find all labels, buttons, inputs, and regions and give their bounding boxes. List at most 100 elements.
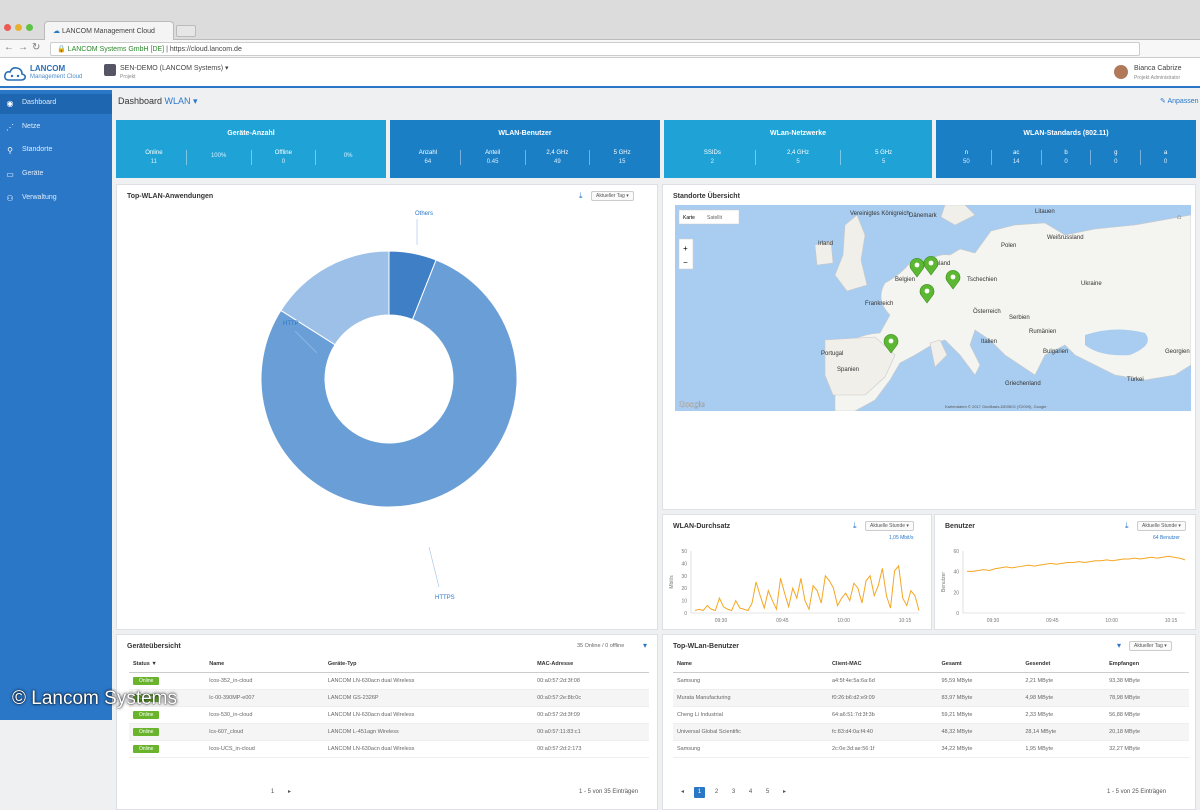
users-chart: 0 20 40 60 09:30 09:45 10:00 10:15 Benutzer [941,549,1186,624]
y-tick-label: 40 [681,561,687,567]
y-tick-label: 20 [953,590,959,596]
dashboard-selector[interactable]: WLAN ▾ [164,96,198,106]
column-header[interactable]: Status ▼ [129,657,206,673]
back-arrow-icon[interactable]: ← [4,42,14,53]
x-tick-label: 10:00 [1105,618,1118,624]
pencil-icon: ✎ [1160,98,1168,105]
filter-icon[interactable]: ▾ [643,641,648,650]
kpi-cell: n 50 [942,150,992,165]
reload-icon[interactable]: ↻ [32,42,41,53]
cloud-icon: ☁ [53,28,62,35]
table-row[interactable]: Samsung a4:5f:4e:5a:6a:6d 95,59 MByte 2,21 … [673,672,1189,690]
location-marker-aachen[interactable] [945,270,961,290]
sidebar-item-verwaltung[interactable]: ⚇ Verwaltung [0,189,112,209]
map-type-karte[interactable]: Karte [683,215,695,221]
table-row[interactable]: Online lcos-UCS_in-cloud LANCOM LN-630acn … [129,740,649,758]
column-header[interactable]: Geräte-Typ [323,657,534,673]
page-3-button[interactable]: 3 [731,789,736,795]
zoom-out-button[interactable]: − [683,258,688,267]
new-tab-button[interactable] [176,25,196,37]
page-1-button[interactable]: 1 [270,789,275,795]
cell-recv: 56,88 MByte [1105,706,1189,724]
lancom-logo[interactable]: LANCOM Management Cloud [4,64,94,86]
next-page-icon[interactable]: ▸ [782,789,786,795]
donut-slice-https[interactable] [260,259,518,508]
table-row[interactable]: Online lcs-607_cloud LANCOM L-451agn Wirel… [129,723,649,741]
donut-slice-http[interactable] [280,250,390,346]
sidebar-item-dashboard[interactable]: ◉ Dashboard [0,94,112,114]
cell-type: LANCOM GS-2326P [323,689,534,707]
series-line [967,555,1186,572]
prev-page-icon[interactable]: ◂ [680,789,684,795]
page-2-button[interactable]: 2 [714,789,719,795]
kpi-value: 0 [1064,159,1068,165]
column-header[interactable]: Gesendet [1021,657,1106,673]
period-select[interactable]: Aktueller Tag ▾ [591,191,634,201]
column-header[interactable]: Client-MAC [827,657,938,673]
y-tick-label: 10 [681,599,687,605]
zoom-in-button[interactable]: + [683,244,688,253]
panel-title: Geräteübersicht [127,643,181,650]
sidebar-item-label: Verwaltung [22,194,57,201]
map-place-label: Vereinigtes Königreich [850,211,910,217]
location-marker-madrid[interactable] [883,334,899,354]
minimize-window-icon[interactable] [15,24,22,31]
devices-panel: Geräteübersicht 35 Online / 0 offline ▾ … [116,634,658,810]
period-select[interactable]: Aktuelle Stunde ▾ [865,521,914,531]
kpi-label: 2,4 GHz [787,150,810,156]
next-page-icon[interactable]: ▸ [287,789,291,795]
kpi-tile: WLan-Netzwerke SSIDs 2 2,4 GHz 5 5 GHz 5 [664,120,932,178]
kpi-cell: 100% [187,150,252,165]
filter-icon[interactable]: ▾ [1117,641,1122,650]
column-header[interactable]: MAC-Adresse [533,657,649,673]
page-1-button[interactable]: 1 [694,787,705,798]
sidebar-item-geraete[interactable]: ▭ Geräte [0,165,112,185]
table-row[interactable]: Samsung 2c:0e:3d:ae:56:1f 34,22 MByte 1,95 … [673,740,1189,758]
kpi-values: SSIDs 2 2,4 GHz 5 5 GHz 5 [670,150,926,165]
location-marker-köln[interactable] [909,258,925,278]
download-icon[interactable]: ⤓ [853,521,857,530]
page-5-button[interactable]: 5 [765,789,770,795]
period-select[interactable]: Aktuelle Stunde ▾ [1137,521,1186,531]
forward-arrow-icon[interactable]: → [18,42,28,53]
table-row[interactable]: Online lcos-352_in-cloud LANCOM LN-630acn … [129,672,649,690]
address-bar[interactable]: 🔒 LANCOM Systems GmbH [DE] | https://clo… [50,42,1140,56]
sidebar-item-standorte[interactable]: ⚲ Standorte [0,141,112,161]
kpi-value: 5 [882,159,886,165]
column-header[interactable]: Gesamt [937,657,1022,673]
donut-label: Others [415,211,433,217]
home-icon[interactable]: ⌂ [1177,214,1181,221]
table-row[interactable]: Online lcos-530_in-cloud LANCOM LN-630acn … [129,706,649,724]
location-marker-nürnberg[interactable] [923,256,939,276]
close-window-icon[interactable] [4,24,11,31]
table-row[interactable]: Universal Global Scientific fc:83:d4:0a:f… [673,723,1189,741]
location-marker-genf[interactable] [919,284,935,304]
period-select[interactable]: Aktueller Tag ▾ [1129,641,1172,651]
maximize-window-icon[interactable] [26,24,33,31]
download-icon[interactable]: ⤓ [1125,521,1129,530]
column-header[interactable]: Name [205,657,324,673]
map-place-label: Dänemark [909,213,938,219]
map-place-label: Frankreich [865,301,893,307]
current-throughput: 1,05 Mbit/s [889,535,914,541]
download-icon[interactable]: ⤓ [579,191,583,200]
column-header[interactable]: Name [673,657,828,673]
cell-status: Online [129,740,206,758]
app-header: LANCOM Management Cloud SEN-DEMO (LANCOM… [0,58,1200,88]
status-badge: Online [133,727,160,736]
devices-icon: ▭ [6,170,14,179]
location-pin-icon: ⚲ [7,146,13,155]
sidebar-item-netze[interactable]: ⋰ Netze [0,118,112,138]
page-4-button[interactable]: 4 [748,789,753,795]
cell-sent: 2,21 MByte [1021,672,1106,690]
table-row[interactable]: Cheng Li Industrial 64:a6:51:7d:3f:3b 59,2… [673,706,1189,724]
browser-tab[interactable]: ☁ LANCOM Management Cloud [44,21,174,40]
kpi-value: 49 [554,159,561,165]
customize-button[interactable]: ✎ Anpassen [1160,98,1199,105]
table-row[interactable]: Murata Manufacturing f0:26:b6:d2:e9:09 83,… [673,689,1189,707]
table-row[interactable]: Online lc-00-390MP-e007 LANCOM GS-2326P 00:… [129,689,649,707]
map-type-satellit[interactable]: Satellit [707,215,723,221]
europe-map[interactable]: Vereinigtes Königreich Irland Dänemark Lita… [675,205,1191,411]
series-line [694,564,920,612]
column-header[interactable]: Empfangen [1105,657,1189,673]
